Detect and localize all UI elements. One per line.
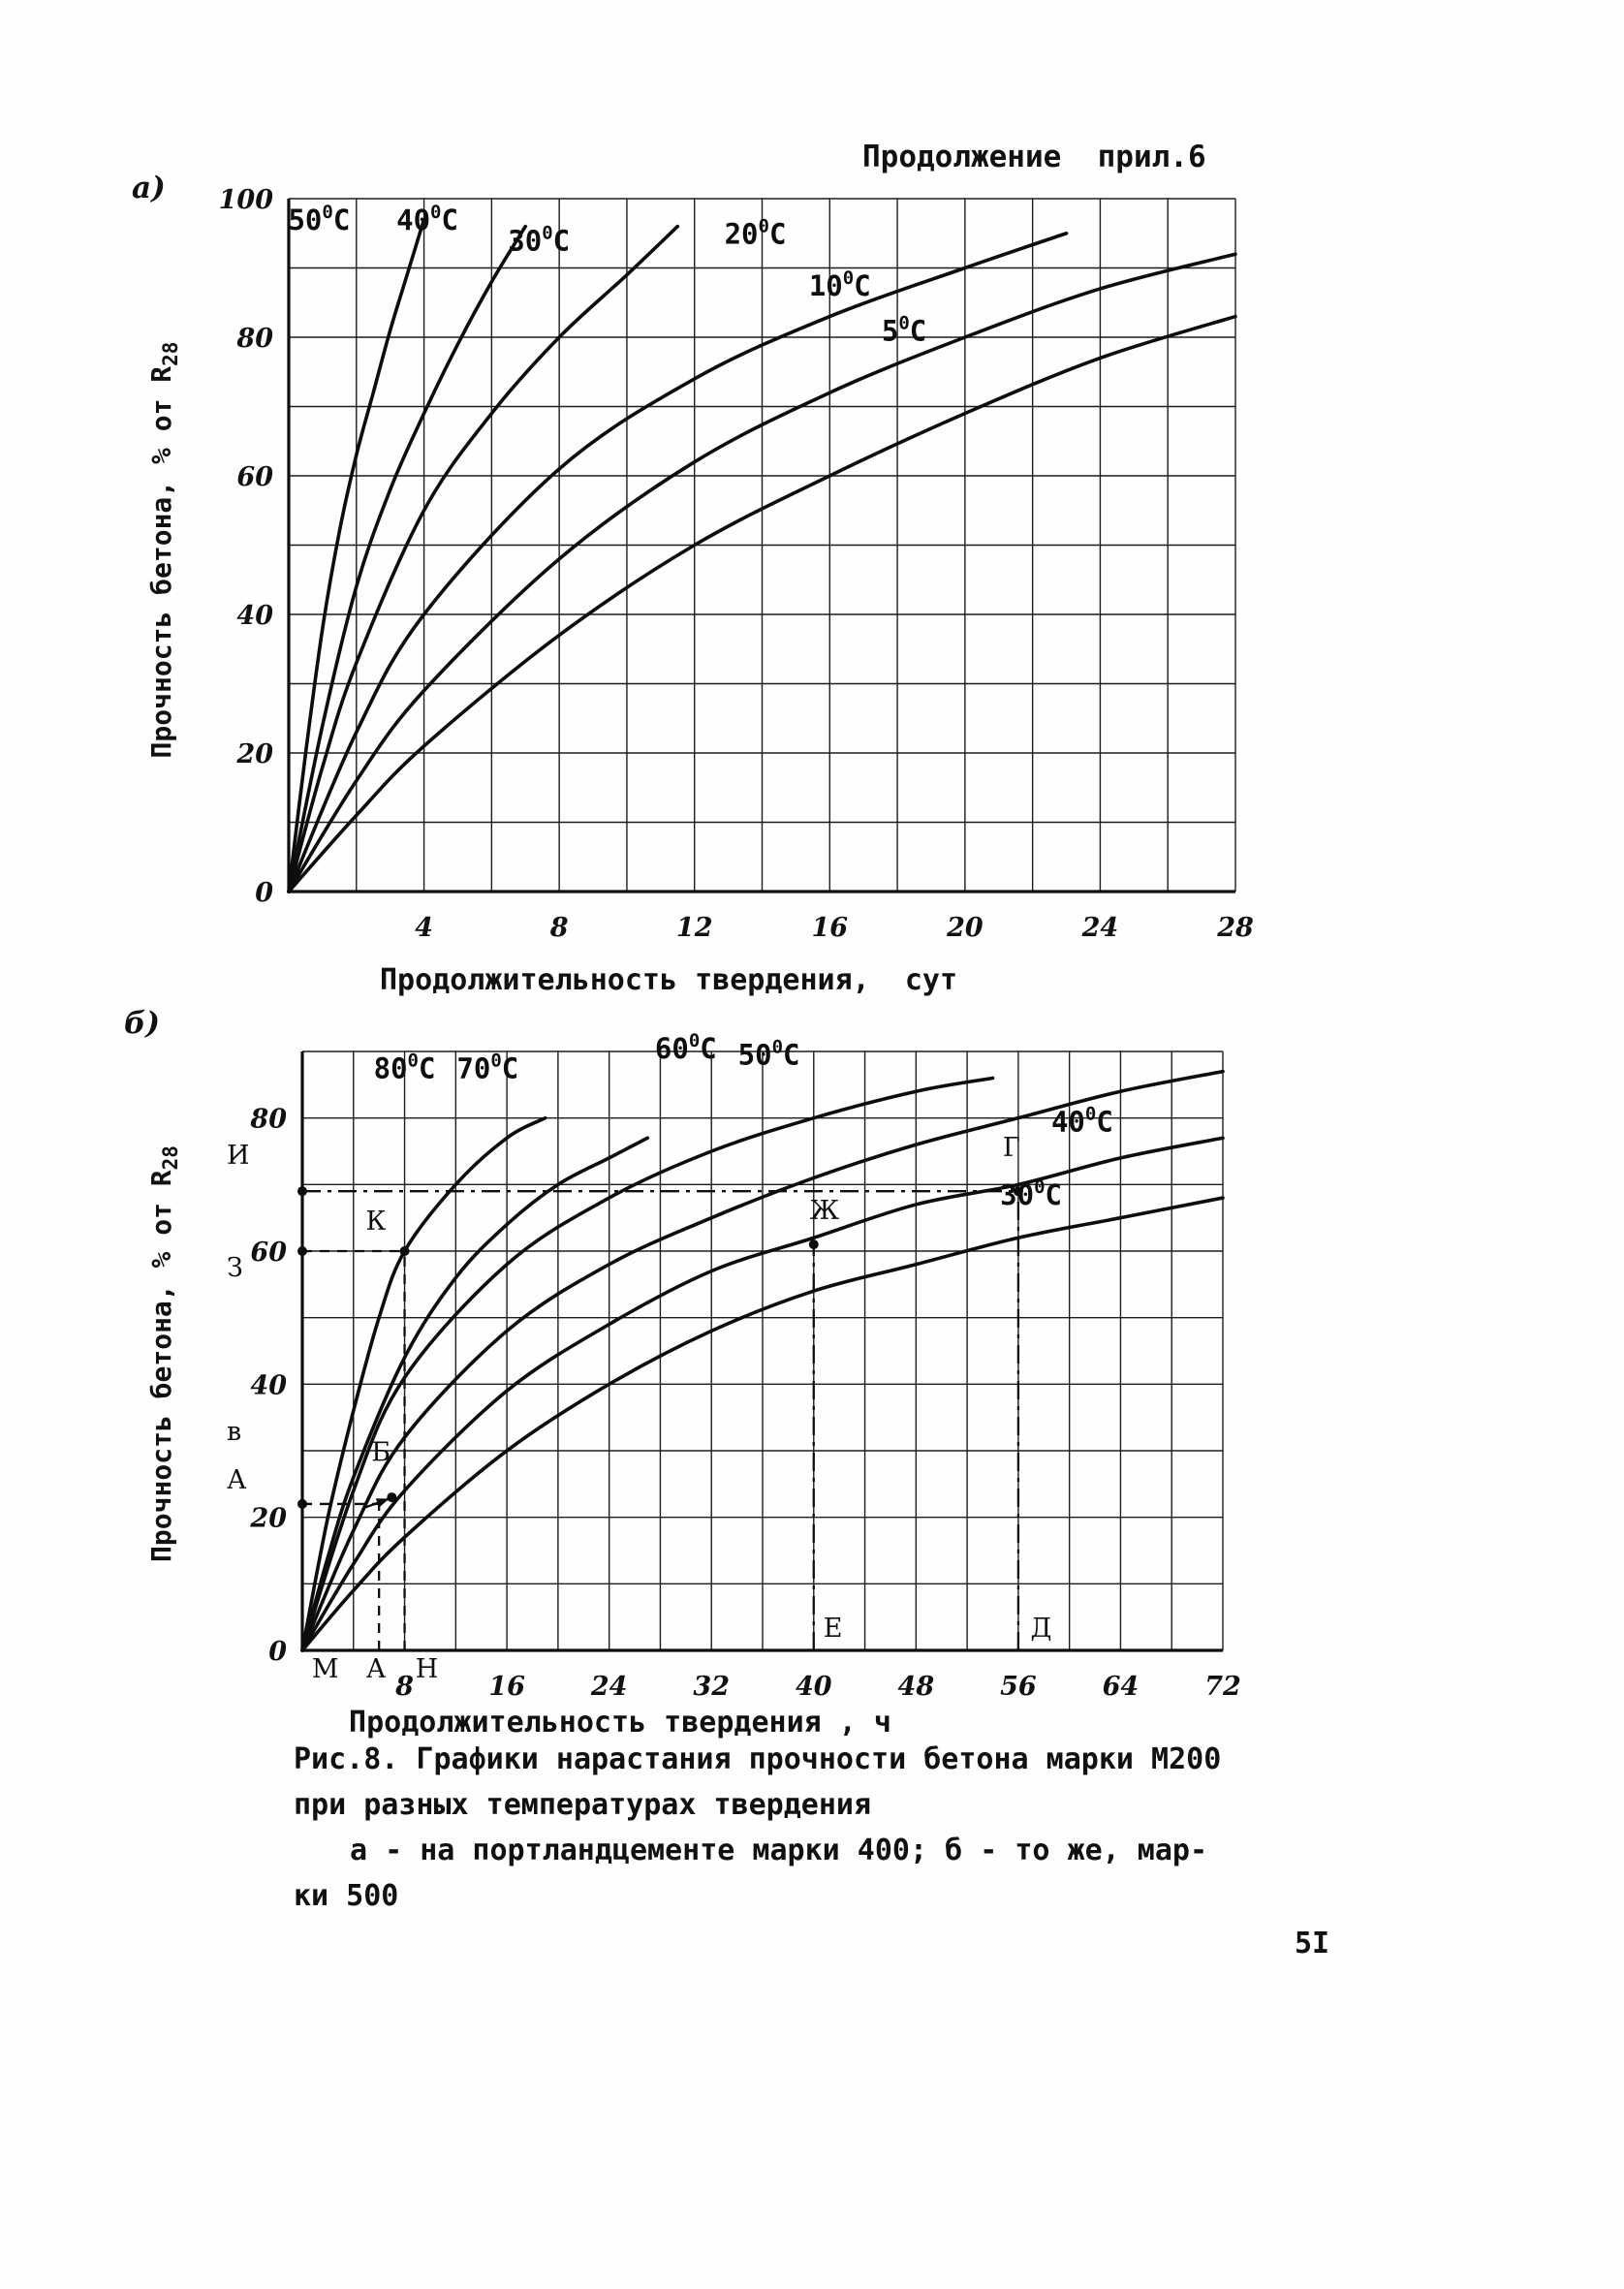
- svg-text:50С: 50С: [882, 313, 926, 348]
- chart-a-xlabel: Продолжительность твердения, сут: [379, 963, 958, 997]
- svg-text:72: 72: [1204, 1672, 1241, 1702]
- svg-text:60: 60: [236, 462, 273, 492]
- svg-text:Г: Г: [1003, 1133, 1020, 1163]
- caption-line-2: при разных температурах твердения: [294, 1788, 872, 1822]
- svg-text:8: 8: [394, 1672, 414, 1702]
- continuation-header: Продолжение прил.6: [862, 140, 1206, 174]
- svg-text:400С: 400С: [1051, 1103, 1113, 1138]
- svg-text:Ж: Ж: [810, 1196, 840, 1226]
- svg-text:28: 28: [1216, 913, 1254, 943]
- svg-text:80: 80: [249, 1105, 287, 1135]
- svg-text:Б: Б: [371, 1437, 390, 1467]
- svg-text:8: 8: [549, 913, 569, 943]
- svg-text:4: 4: [415, 913, 433, 943]
- svg-text:20: 20: [249, 1504, 287, 1534]
- svg-text:300С: 300С: [1000, 1176, 1062, 1211]
- svg-text:16: 16: [811, 913, 848, 943]
- svg-text:500С: 500С: [738, 1037, 800, 1072]
- svg-text:20: 20: [946, 913, 984, 943]
- svg-text:З: З: [227, 1253, 243, 1283]
- svg-text:600С: 600С: [655, 1030, 717, 1065]
- svg-text:32: 32: [693, 1672, 730, 1702]
- svg-text:800С: 800С: [374, 1050, 436, 1084]
- svg-text:24: 24: [590, 1672, 628, 1702]
- caption-line-1: Рис.8. Графики нарастания прочности бето…: [294, 1742, 1222, 1776]
- svg-text:И: И: [227, 1141, 250, 1171]
- panel-label-a: а): [132, 171, 166, 205]
- svg-text:300С: 300С: [508, 223, 570, 258]
- caption-line-4: ки 500: [294, 1879, 399, 1913]
- svg-text:48: 48: [898, 1672, 935, 1702]
- svg-text:М: М: [312, 1654, 339, 1684]
- chart-a-plot: 0 20 40 60 80 100 4 8 12 16 20 24 28 500С 400С 300С 200С…: [136, 163, 1424, 977]
- svg-text:400С: 400С: [396, 202, 458, 236]
- svg-text:700С: 700С: [456, 1050, 518, 1084]
- svg-text:40: 40: [250, 1370, 287, 1400]
- svg-text:0: 0: [255, 878, 273, 908]
- svg-text:А: А: [227, 1465, 247, 1495]
- figure-caption: Рис.8. Графики нарастания прочности бето…: [294, 1737, 1292, 1919]
- svg-text:56: 56: [1000, 1672, 1037, 1702]
- svg-text:К: К: [366, 1207, 387, 1237]
- svg-text:Е: Е: [824, 1614, 843, 1644]
- svg-text:500С: 500С: [288, 202, 350, 236]
- svg-text:0: 0: [268, 1637, 287, 1667]
- svg-text:А: А: [366, 1654, 387, 1684]
- svg-text:200С: 200С: [725, 215, 787, 250]
- panel-label-b: б): [124, 1006, 161, 1041]
- svg-text:12: 12: [676, 913, 713, 943]
- chart-b-plot: 0 20 40 60 80 8 16 24 32 40 48 56 64 72 800С 700С 600С 50…: [136, 1016, 1424, 1742]
- svg-text:80: 80: [235, 324, 273, 354]
- svg-text:40: 40: [236, 601, 273, 631]
- svg-text:в: в: [227, 1417, 241, 1447]
- svg-text:60: 60: [250, 1238, 287, 1268]
- svg-text:Н: Н: [416, 1654, 439, 1684]
- svg-text:100: 100: [219, 185, 274, 215]
- svg-text:40: 40: [796, 1672, 832, 1702]
- chart-b-xlabel: Продолжительность твердения , ч: [349, 1706, 891, 1740]
- page-number: 5I: [1295, 1927, 1330, 1960]
- svg-text:16: 16: [488, 1672, 525, 1702]
- svg-text:100С: 100С: [809, 267, 871, 302]
- svg-text:20: 20: [235, 739, 273, 769]
- svg-text:64: 64: [1103, 1672, 1140, 1702]
- caption-line-3: а - на портландцементе марки 400; б - то…: [350, 1834, 1208, 1867]
- svg-text:24: 24: [1081, 913, 1119, 943]
- svg-text:Д: Д: [1030, 1614, 1051, 1644]
